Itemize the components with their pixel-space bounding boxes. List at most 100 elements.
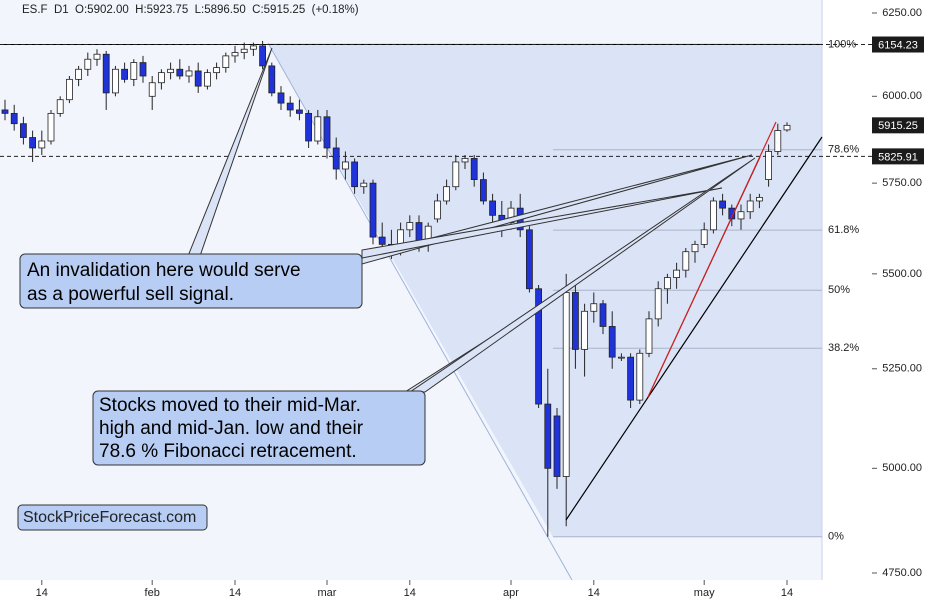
candle-body — [774, 130, 782, 152]
y-tick-label: 5250.00 — [882, 363, 922, 375]
candle-body — [167, 68, 175, 74]
callout-text: Stocks moved to their mid-Mar. — [99, 395, 361, 416]
candle-body — [194, 70, 202, 87]
candle-body — [102, 53, 110, 94]
candle-body — [47, 112, 55, 142]
candle-body — [286, 102, 294, 111]
fib-label: 38.2% — [828, 342, 859, 354]
callout-text: as a powerful sell signal. — [27, 284, 234, 305]
candle-body — [783, 124, 791, 131]
candle-body — [139, 62, 147, 77]
candle-body — [203, 72, 211, 87]
watermark: StockPriceForecast.com — [23, 509, 196, 526]
candle-body — [710, 200, 717, 231]
candle-body — [176, 68, 184, 77]
candle-body — [19, 123, 27, 138]
candle-body — [75, 68, 82, 80]
candle-body — [654, 288, 662, 320]
candle-body — [682, 251, 690, 271]
candle-body — [765, 151, 772, 180]
fib-label: 0% — [828, 531, 844, 543]
price-label-box — [872, 36, 924, 53]
y-tick-label: 6250.00 — [882, 7, 922, 19]
pointer — [361, 187, 723, 259]
candle-body — [249, 45, 257, 50]
candle-body — [746, 200, 754, 213]
x-tick-label: 14 — [588, 587, 600, 599]
price-label: 6154.23 — [878, 39, 918, 51]
candle-body — [599, 303, 607, 327]
fib-label: 61.8% — [828, 224, 859, 236]
candle-body — [479, 179, 487, 202]
price-label: 5825.91 — [878, 151, 918, 163]
candle-body — [259, 45, 267, 67]
candle-body — [213, 67, 221, 74]
candle-body — [608, 326, 616, 358]
fib-label: 50% — [828, 284, 850, 296]
candle-body — [673, 269, 680, 278]
candle-body — [572, 292, 579, 350]
candle-body — [378, 236, 386, 245]
candle-body — [728, 207, 736, 220]
candle-body — [461, 158, 469, 163]
callout-box — [19, 253, 363, 309]
y-tick-label: 5750.00 — [882, 177, 922, 189]
candle-body — [314, 116, 322, 142]
candle-body — [185, 70, 193, 77]
y-tick-label: 6000.00 — [882, 90, 922, 102]
callout-box — [92, 390, 426, 466]
candle-body — [664, 277, 671, 290]
candle-body — [10, 112, 18, 125]
y-tick-label: 5500.00 — [882, 268, 922, 280]
candle-body — [332, 147, 340, 170]
candle-body — [305, 112, 313, 142]
trend-line-red — [647, 121, 777, 398]
candle-body — [544, 403, 552, 469]
x-tick-label: feb — [145, 587, 160, 599]
candle-body — [56, 99, 64, 114]
candle-body — [553, 415, 561, 477]
support-line — [565, 136, 823, 521]
candle-body — [38, 140, 46, 149]
watermark-box — [17, 504, 208, 531]
candle-body — [130, 62, 138, 80]
candle-body — [323, 116, 331, 149]
candle-body — [756, 196, 763, 202]
candle-body — [443, 186, 451, 202]
price-label-box — [872, 148, 924, 165]
candle-body — [590, 303, 598, 312]
candle-body — [452, 161, 460, 188]
y-tick-label: 4750.00 — [882, 567, 922, 579]
candle-body — [222, 55, 230, 68]
candle-body — [295, 109, 303, 114]
x-tick-label: 14 — [781, 587, 793, 599]
candle-body — [618, 356, 625, 359]
candle-body — [121, 68, 128, 80]
fib-zone — [268, 43, 822, 537]
candle-body — [268, 65, 276, 94]
candle-body — [737, 211, 745, 220]
candle-body — [112, 68, 119, 94]
candle-body — [645, 318, 653, 354]
candle-body — [277, 92, 285, 104]
candle-body — [526, 229, 533, 290]
candle-body — [691, 243, 699, 253]
candle-body — [719, 200, 726, 209]
candle-body — [581, 310, 588, 350]
candle-body — [148, 82, 156, 97]
header: ES.F D1 O:5902.00 H:5923.75 L:5896.50 C:… — [22, 4, 359, 16]
callout-text: An invalidation here would serve — [27, 260, 301, 281]
candle-body — [360, 182, 368, 188]
fib-label: 78.6% — [828, 144, 859, 156]
candle-body — [535, 288, 542, 405]
candle-body — [93, 53, 101, 60]
candle-body — [369, 182, 377, 238]
x-tick-label: 14 — [404, 587, 416, 599]
candle-body — [406, 222, 414, 231]
candle-body — [240, 48, 248, 53]
candle-body — [1, 109, 9, 114]
callout-pointers — [187, 47, 756, 393]
candle-body — [636, 352, 644, 401]
candle-body — [489, 200, 497, 216]
